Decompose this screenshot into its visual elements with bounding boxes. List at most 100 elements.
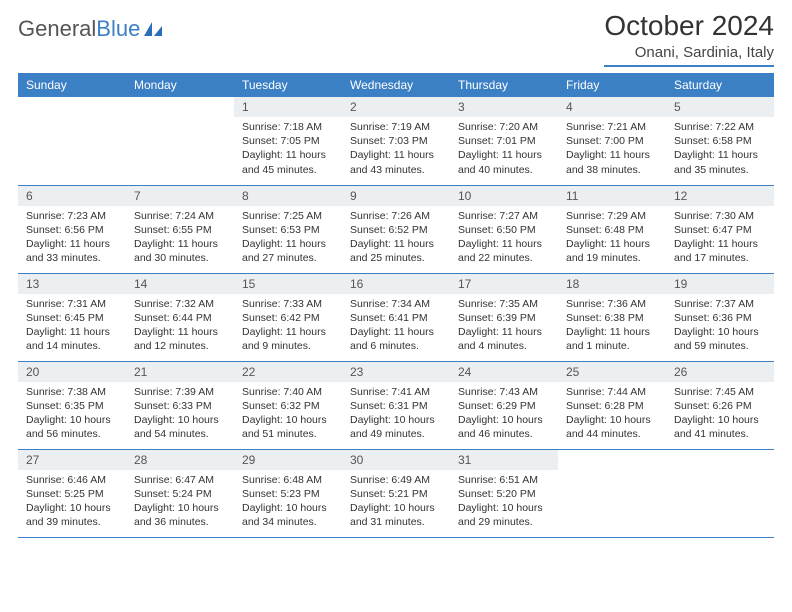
day-number: 3: [450, 97, 558, 117]
daylight-line: Daylight: 10 hours and 31 minutes.: [350, 501, 442, 529]
sunset-line: Sunset: 6:33 PM: [134, 399, 226, 413]
sunset-line: Sunset: 6:44 PM: [134, 311, 226, 325]
sunset-line: Sunset: 7:01 PM: [458, 134, 550, 148]
day-number: 31: [450, 450, 558, 470]
day-details: Sunrise: 7:41 AMSunset: 6:31 PMDaylight:…: [342, 382, 450, 446]
day-details: Sunrise: 6:48 AMSunset: 5:23 PMDaylight:…: [234, 470, 342, 534]
sunset-line: Sunset: 6:58 PM: [674, 134, 766, 148]
calendar-cell: 13Sunrise: 7:31 AMSunset: 6:45 PMDayligh…: [18, 273, 126, 361]
daylight-line: Daylight: 10 hours and 29 minutes.: [458, 501, 550, 529]
sunset-line: Sunset: 6:55 PM: [134, 223, 226, 237]
day-details: Sunrise: 7:26 AMSunset: 6:52 PMDaylight:…: [342, 206, 450, 270]
day-number: 15: [234, 274, 342, 294]
daylight-line: Daylight: 11 hours and 12 minutes.: [134, 325, 226, 353]
calendar-cell: 21Sunrise: 7:39 AMSunset: 6:33 PMDayligh…: [126, 361, 234, 449]
header: GeneralBlue October 2024 Onani, Sardinia…: [18, 10, 774, 67]
sunset-line: Sunset: 6:53 PM: [242, 223, 334, 237]
calendar-cell: 10Sunrise: 7:27 AMSunset: 6:50 PMDayligh…: [450, 185, 558, 273]
sunset-line: Sunset: 5:20 PM: [458, 487, 550, 501]
location: Onani, Sardinia, Italy: [604, 44, 774, 61]
sunrise-line: Sunrise: 7:27 AM: [458, 209, 550, 223]
calendar-cell: 14Sunrise: 7:32 AMSunset: 6:44 PMDayligh…: [126, 273, 234, 361]
sunrise-line: Sunrise: 7:22 AM: [674, 120, 766, 134]
day-header-row: SundayMondayTuesdayWednesdayThursdayFrid…: [18, 73, 774, 97]
sunset-line: Sunset: 6:48 PM: [566, 223, 658, 237]
calendar-row: 20Sunrise: 7:38 AMSunset: 6:35 PMDayligh…: [18, 361, 774, 449]
day-number: 26: [666, 362, 774, 382]
day-details: Sunrise: 7:40 AMSunset: 6:32 PMDaylight:…: [234, 382, 342, 446]
calendar-cell: 24Sunrise: 7:43 AMSunset: 6:29 PMDayligh…: [450, 361, 558, 449]
sunrise-line: Sunrise: 6:47 AM: [134, 473, 226, 487]
sunrise-line: Sunrise: 6:46 AM: [26, 473, 118, 487]
day-details: Sunrise: 7:43 AMSunset: 6:29 PMDaylight:…: [450, 382, 558, 446]
calendar-cell: 29Sunrise: 6:48 AMSunset: 5:23 PMDayligh…: [234, 449, 342, 537]
sunrise-line: Sunrise: 7:19 AM: [350, 120, 442, 134]
sunrise-line: Sunrise: 6:48 AM: [242, 473, 334, 487]
day-number: 12: [666, 186, 774, 206]
calendar-cell: 23Sunrise: 7:41 AMSunset: 6:31 PMDayligh…: [342, 361, 450, 449]
daylight-line: Daylight: 11 hours and 22 minutes.: [458, 237, 550, 265]
sunrise-line: Sunrise: 7:41 AM: [350, 385, 442, 399]
day-details: Sunrise: 7:35 AMSunset: 6:39 PMDaylight:…: [450, 294, 558, 358]
day-number: 5: [666, 97, 774, 117]
day-number: 17: [450, 274, 558, 294]
day-details: Sunrise: 7:25 AMSunset: 6:53 PMDaylight:…: [234, 206, 342, 270]
day-number: 22: [234, 362, 342, 382]
sunset-line: Sunset: 6:42 PM: [242, 311, 334, 325]
sunset-line: Sunset: 6:28 PM: [566, 399, 658, 413]
sunset-line: Sunset: 7:03 PM: [350, 134, 442, 148]
day-details: Sunrise: 6:47 AMSunset: 5:24 PMDaylight:…: [126, 470, 234, 534]
calendar-cell: 30Sunrise: 6:49 AMSunset: 5:21 PMDayligh…: [342, 449, 450, 537]
daylight-line: Daylight: 10 hours and 49 minutes.: [350, 413, 442, 441]
day-number: 14: [126, 274, 234, 294]
sunset-line: Sunset: 6:56 PM: [26, 223, 118, 237]
day-number: 20: [18, 362, 126, 382]
sunrise-line: Sunrise: 7:30 AM: [674, 209, 766, 223]
sunrise-line: Sunrise: 7:40 AM: [242, 385, 334, 399]
daylight-line: Daylight: 11 hours and 4 minutes.: [458, 325, 550, 353]
daylight-line: Daylight: 11 hours and 43 minutes.: [350, 148, 442, 176]
sunrise-line: Sunrise: 6:49 AM: [350, 473, 442, 487]
day-details: Sunrise: 7:33 AMSunset: 6:42 PMDaylight:…: [234, 294, 342, 358]
day-header: Thursday: [450, 73, 558, 97]
day-details: Sunrise: 7:23 AMSunset: 6:56 PMDaylight:…: [18, 206, 126, 270]
sunrise-line: Sunrise: 7:33 AM: [242, 297, 334, 311]
day-details: Sunrise: 7:20 AMSunset: 7:01 PMDaylight:…: [450, 117, 558, 181]
day-details: Sunrise: 7:37 AMSunset: 6:36 PMDaylight:…: [666, 294, 774, 358]
sunset-line: Sunset: 6:39 PM: [458, 311, 550, 325]
day-number: 2: [342, 97, 450, 117]
day-details: Sunrise: 7:44 AMSunset: 6:28 PMDaylight:…: [558, 382, 666, 446]
sunrise-line: Sunrise: 7:21 AM: [566, 120, 658, 134]
daylight-line: Daylight: 11 hours and 40 minutes.: [458, 148, 550, 176]
sunset-line: Sunset: 6:50 PM: [458, 223, 550, 237]
sunset-line: Sunset: 6:32 PM: [242, 399, 334, 413]
day-number: 24: [450, 362, 558, 382]
day-details: Sunrise: 7:39 AMSunset: 6:33 PMDaylight:…: [126, 382, 234, 446]
day-header: Monday: [126, 73, 234, 97]
sunset-line: Sunset: 7:00 PM: [566, 134, 658, 148]
brand-logo: GeneralBlue: [18, 16, 164, 42]
sunrise-line: Sunrise: 7:36 AM: [566, 297, 658, 311]
daylight-line: Daylight: 10 hours and 56 minutes.: [26, 413, 118, 441]
day-details: Sunrise: 7:38 AMSunset: 6:35 PMDaylight:…: [18, 382, 126, 446]
sunrise-line: Sunrise: 7:24 AM: [134, 209, 226, 223]
day-number: 8: [234, 186, 342, 206]
calendar-cell: [126, 97, 234, 185]
day-details: Sunrise: 7:21 AMSunset: 7:00 PMDaylight:…: [558, 117, 666, 181]
sunset-line: Sunset: 5:23 PM: [242, 487, 334, 501]
day-number: 7: [126, 186, 234, 206]
day-header: Friday: [558, 73, 666, 97]
brand-part1: General: [18, 16, 96, 42]
sunset-line: Sunset: 6:41 PM: [350, 311, 442, 325]
day-number: 4: [558, 97, 666, 117]
daylight-line: Daylight: 11 hours and 45 minutes.: [242, 148, 334, 176]
calendar-cell: 15Sunrise: 7:33 AMSunset: 6:42 PMDayligh…: [234, 273, 342, 361]
daylight-line: Daylight: 10 hours and 39 minutes.: [26, 501, 118, 529]
daylight-line: Daylight: 11 hours and 25 minutes.: [350, 237, 442, 265]
calendar-body: 1Sunrise: 7:18 AMSunset: 7:05 PMDaylight…: [18, 97, 774, 537]
calendar-cell: 1Sunrise: 7:18 AMSunset: 7:05 PMDaylight…: [234, 97, 342, 185]
sunset-line: Sunset: 6:29 PM: [458, 399, 550, 413]
calendar-cell: 19Sunrise: 7:37 AMSunset: 6:36 PMDayligh…: [666, 273, 774, 361]
daylight-line: Daylight: 11 hours and 30 minutes.: [134, 237, 226, 265]
daylight-line: Daylight: 10 hours and 59 minutes.: [674, 325, 766, 353]
